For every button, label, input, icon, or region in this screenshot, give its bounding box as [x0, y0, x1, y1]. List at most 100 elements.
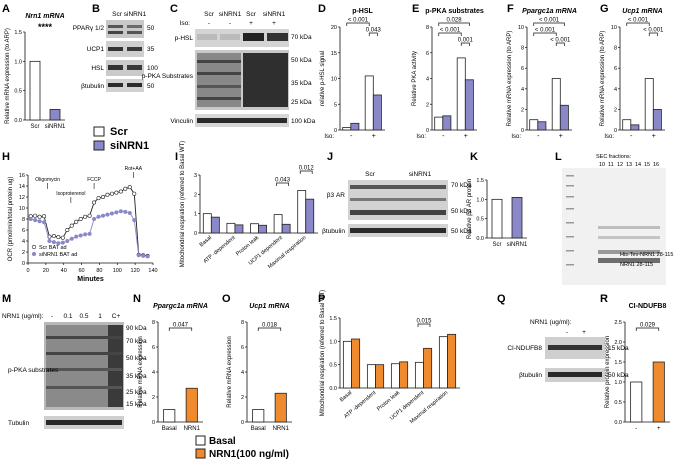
chart-n: 0 2 4 6 8 Relative mRNA expression Ppargc1a mR…: [138, 303, 208, 432]
sig-bracket-G-0: [626, 22, 650, 26]
legend-scr-sinrn1: Scr siNRN1: [93, 126, 149, 152]
xtick-label-H-4: 80: [96, 268, 102, 274]
panel-label-m: M: [2, 293, 11, 305]
bar-E-2: [456, 57, 466, 131]
blot-j-kda-0: 70 kDa: [451, 182, 472, 189]
ytick-label-G-3: 6: [614, 66, 617, 72]
ytick-label-P-0: 0.0: [329, 386, 337, 392]
ylabel-E: Relative PKA activity: [412, 51, 418, 106]
gel-l-fraction-5: 15: [644, 162, 650, 168]
ytick-label-E-0: 0: [426, 128, 429, 134]
ylabel-F: Relative mRNA expression (to ARP): [507, 31, 513, 127]
ytick-label-G-5: 10: [611, 25, 617, 31]
ytick-label-G-4: 8: [614, 46, 617, 52]
xtick-label-N-1: NRN1: [184, 426, 201, 432]
ytick-label-D-0: 0: [334, 128, 337, 134]
ytick-label-D-4: 20: [331, 25, 337, 31]
blot-j-row-1: βtubulin: [322, 228, 345, 235]
panel-label-c: C: [170, 3, 178, 15]
blot-m-row-0: p-PKA substrates: [8, 367, 59, 374]
blot-c-row-0: p-HSL: [175, 35, 194, 42]
ytick-label-I-2: 2: [194, 192, 197, 198]
ytick-label-P-3: 1.5: [329, 316, 337, 322]
blot-m-col-2: 0.5: [79, 313, 88, 320]
point-H-0-7: [60, 235, 65, 240]
ylabel-K: Relative β3 AR protein: [467, 179, 473, 239]
point-H-0-5: [51, 234, 56, 239]
blot-c-kda-1: 50 kDa: [291, 57, 312, 64]
point-H-0-2: [37, 214, 42, 219]
xtick-label-A-1: siNRN1: [45, 124, 66, 130]
blot-q-col-1: +: [582, 329, 586, 336]
bar-D-3: [372, 94, 382, 131]
ytick-label-N-2: 4: [152, 370, 155, 376]
ytick-label-E-1: 2: [426, 102, 429, 108]
bar-N-0: [163, 409, 176, 423]
ytick-label-H-8: 16: [19, 173, 25, 179]
point-H-0-23: [132, 191, 137, 196]
xtick-label-G-1: +: [652, 133, 656, 140]
ytick-label-R-4: 2.0: [614, 340, 622, 346]
xtick-label-D-1: +: [372, 133, 376, 140]
bar-I-1: [210, 216, 220, 234]
point-H-1-18: [109, 211, 114, 216]
gel-l-fraction-1: 11: [608, 162, 614, 168]
blot-b-row-3: βtubulin: [81, 83, 104, 90]
bar-K-1: [511, 196, 523, 239]
ytick-label-A-1: 0.5: [14, 89, 22, 95]
blot-q-row-0: CI-NDUFB8: [507, 345, 542, 352]
sig-bracket-I-0: [276, 182, 289, 186]
ylabel-A: Relative mRNA expression (to ARP): [5, 28, 11, 124]
panel-label-b: B: [92, 3, 100, 15]
legend-basal-nrn1: Basal NRN1(100 ng/ml): [195, 435, 289, 460]
xtick-label-O-1: NRN1: [273, 426, 290, 432]
point-H-1-21: [123, 209, 128, 214]
xtick-label-A-0: Scr: [31, 124, 40, 130]
sig-label-O-0: 0.018: [262, 323, 278, 329]
ylabel-G: Relative mRNA expression (to ARP): [600, 31, 606, 127]
point-H-0-15: [96, 196, 101, 201]
xtick-label-R-0: -: [635, 426, 637, 432]
bar-G-0: [622, 119, 632, 131]
ylabel-H: OCR (pmol/min/total protein ug): [8, 177, 14, 262]
blot-c-phsl: [195, 29, 289, 47]
bar-F-2: [551, 78, 561, 131]
panel-label-o: O: [222, 293, 231, 305]
ylabel-I: Mitochondrial respiration (referred to B…: [180, 141, 186, 267]
point-H-0-16: [101, 195, 106, 200]
xtick-label-H-1: 20: [43, 268, 49, 274]
xtick-label-F-1: +: [559, 133, 563, 140]
legend-marker-H-0: [31, 244, 37, 250]
blot-j-col-0: Scr: [365, 171, 376, 178]
ytick-label-O-1: 2: [241, 395, 244, 401]
ytick-label-H-2: 4: [22, 239, 25, 245]
sig-bracket-G-1: [648, 32, 658, 36]
bar-K-0: [491, 198, 503, 239]
blot-m-kda-4: 25 kDa: [126, 389, 147, 396]
blot-b-ucp1: [106, 41, 144, 57]
chart-o: 0 2 4 6 8 Relative mRNA expression Ucp1 mRNA Ba…: [227, 303, 292, 432]
bar-I-8: [297, 190, 307, 234]
point-H-1-24: [136, 253, 141, 258]
panel-label-r: R: [600, 293, 608, 305]
legend-label-H-0: Scr BAT ad: [39, 245, 67, 251]
ytick-label-O-2: 4: [241, 370, 244, 376]
legend-swatch-sinrn1: [93, 140, 105, 151]
blot-c-iso-2: +: [249, 20, 253, 27]
ytick-label-E-4: 8: [426, 25, 429, 31]
sig-bracket-I-1: [299, 170, 313, 174]
point-H-0-18: [109, 191, 114, 196]
annotation-H-2: FCCP: [87, 177, 101, 183]
bar-D-1: [350, 122, 360, 131]
ytick-label-I-1: 1: [194, 212, 197, 218]
ytick-label-F-1: 2: [521, 107, 524, 113]
ytick-label-O-3: 6: [241, 345, 244, 351]
ytick-label-N-3: 6: [152, 345, 155, 351]
chart-r: 0.0 0.5 1.0 1.5 2.0 2.5 Relative protein expre…: [605, 303, 670, 432]
panel-label-e: E: [412, 3, 419, 15]
bar-P-8: [438, 336, 448, 389]
ytick-label-G-0: 0: [614, 128, 617, 134]
point-H-0-21: [123, 186, 128, 191]
